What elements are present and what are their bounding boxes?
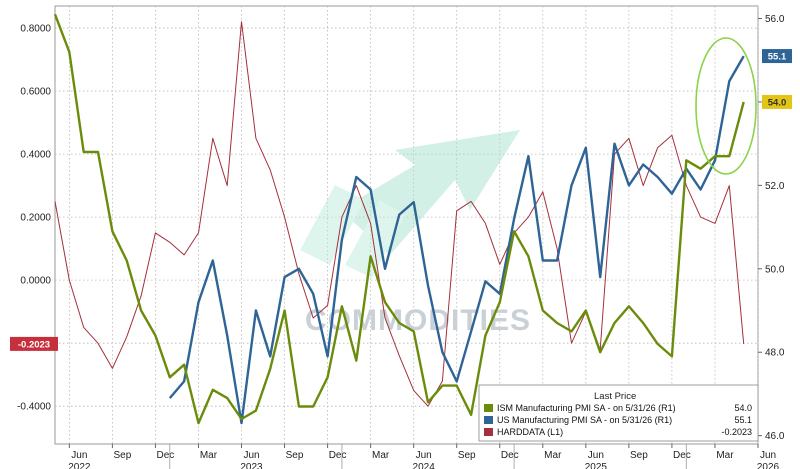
legend-box <box>478 384 759 442</box>
month-tick-label: Sep <box>630 450 648 461</box>
legend-entry-ism: ISM Manufacturing PMI SA - on 5/31/26 (R… <box>484 403 752 413</box>
plot-area <box>54 5 759 445</box>
month-tick-label: Mar <box>716 450 734 461</box>
right-tick-label: 48.0 <box>765 348 785 359</box>
right-axis-ticks: 56.0 54.0 52.0 50.0 48.0 46.0 <box>758 14 785 442</box>
legend: Last Price ISM Manufacturing PMI SA - on… <box>478 384 759 442</box>
legend-entry-harddata: HARDDATA (L1) -0.2023 <box>484 427 752 437</box>
left-axis-ticks: 0.80000.60000.40000.20000.0000-0.2000-0.… <box>17 24 51 413</box>
left-tick-label: 0.6000 <box>20 87 51 98</box>
month-tick-label: Dec <box>157 450 175 461</box>
value-tag-text: 55.1 <box>768 52 787 63</box>
month-tick-label: Sep <box>458 450 476 461</box>
value-tag-text: -0.2023 <box>18 339 50 350</box>
year-tick-label: 2024 <box>413 462 436 469</box>
legend-value-us: 55.1 <box>734 415 752 425</box>
highlight-ellipse <box>695 37 757 175</box>
month-tick-label: Dec <box>501 450 519 461</box>
watermark-arrow-head <box>340 130 520 255</box>
value-tag-bg <box>762 94 792 109</box>
legend-label-harddata: HARDDATA (L1) <box>497 427 563 437</box>
value-tag-us-manufacturing-pmi-sa: 55.1 <box>762 49 792 64</box>
legend-title: Last Price <box>594 391 636 402</box>
grid <box>55 6 759 444</box>
series-lines <box>53 13 745 425</box>
year-tick-label: 2026 <box>757 462 780 469</box>
legend-swatch-harddata <box>484 428 493 436</box>
legend-swatch-ism <box>484 404 493 412</box>
right-tick-label: 46.0 <box>765 431 785 442</box>
series-line-ism-manufacturing-pmi-sa <box>53 13 745 425</box>
series-line-us-manufacturing-pmi-sa <box>168 55 745 425</box>
month-tick-label: Jun <box>588 450 604 461</box>
legend-value-harddata: -0.2023 <box>721 427 752 437</box>
month-tick-label: Mar <box>544 450 562 461</box>
month-tick-label: Dec <box>329 450 347 461</box>
month-tick-label: Dec <box>673 450 691 461</box>
legend-swatch-us <box>484 416 493 424</box>
legend-entry-us: US Manufacturing PMI SA - on 5/31/26 (R1… <box>484 415 752 425</box>
right-tick-label: 50.0 <box>765 264 785 275</box>
legend-label-ism: ISM Manufacturing PMI SA - on 5/31/26 (R… <box>497 403 676 413</box>
x-axis-year-ticks: 2022 2023 2024 2025 2026 <box>68 444 780 469</box>
month-tick-label: Jun <box>243 450 259 461</box>
year-tick-label: 2023 <box>240 462 263 469</box>
month-tick-label: Mar <box>200 450 218 461</box>
value-tag-ism-manufacturing-pmi-sa: 54.0 <box>762 94 792 109</box>
series-line-harddata <box>54 21 745 407</box>
value-tag-harddata: -0.2023 <box>10 336 58 351</box>
x-axis-month-ticks: Jun Sep Dec Mar Jun Sep Dec Mar Jun Sep Dec Mar Jun S… <box>68 444 776 461</box>
last-value-tags: 55.1 54.0 -0.2023 <box>10 49 792 351</box>
right-tick-label: 56.0 <box>765 14 785 25</box>
month-tick-label: Mar <box>372 450 390 461</box>
left-tick-label: 0.8000 <box>20 24 51 35</box>
left-tick-label: 0.2000 <box>20 213 51 224</box>
value-tag-bg <box>762 49 792 64</box>
month-tick-label: Sep <box>286 450 304 461</box>
value-tag-bg <box>10 336 58 351</box>
month-tick-label: Jun <box>416 450 432 461</box>
value-tag-text: 54.0 <box>768 97 787 108</box>
month-tick-label: Jun <box>760 450 776 461</box>
legend-label-us: US Manufacturing PMI SA - on 5/31/26 (R1… <box>497 415 672 425</box>
left-tick-label: -0.4000 <box>17 402 51 413</box>
right-tick-label: 52.0 <box>765 181 785 192</box>
watermark-arrow-stripe <box>345 200 405 278</box>
left-tick-label: 0.0000 <box>20 276 51 287</box>
year-tick-label: 2022 <box>68 462 91 469</box>
left-tick-label: 0.4000 <box>20 150 51 161</box>
month-tick-label: Jun <box>71 450 87 461</box>
month-tick-label: Sep <box>113 450 131 461</box>
year-tick-label: 2025 <box>585 462 608 469</box>
legend-value-ism: 54.0 <box>734 403 752 413</box>
